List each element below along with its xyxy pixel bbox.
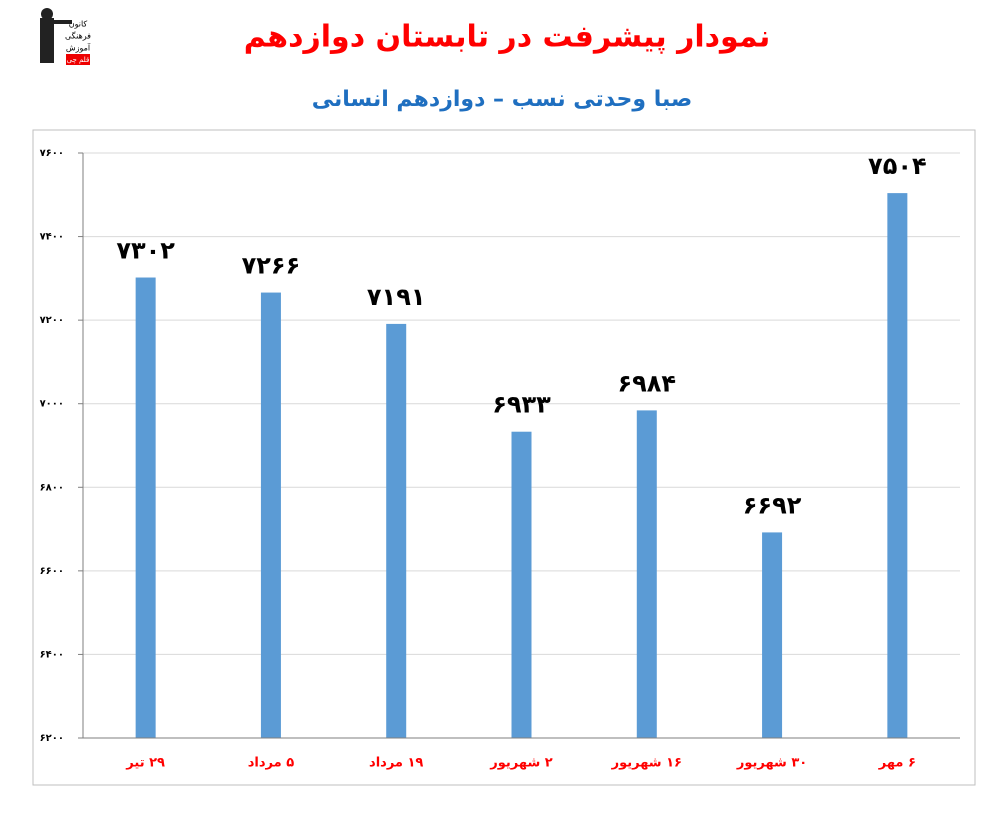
y-tick-label: ۷۶۰۰ xyxy=(40,148,64,159)
bar xyxy=(887,193,908,739)
logo: کانون فرهنگی آموزش قلم چی xyxy=(40,8,91,65)
logo-head xyxy=(41,8,53,20)
chart-subtitle: صبا وحدتی نسب – دوازدهم انسانی xyxy=(312,87,692,112)
y-tick-label: ۷۰۰۰ xyxy=(40,399,64,410)
chart-title: نمودار پیشرفت در تابستان دوازدهم xyxy=(244,20,770,55)
bar xyxy=(636,410,657,738)
data-label: ۶۶۹۲ xyxy=(743,491,802,519)
x-tick-label: ۶ مهر xyxy=(878,756,916,771)
bar xyxy=(762,532,783,738)
x-tick-label: ۱۹ مرداد xyxy=(369,756,423,771)
y-tick-label: ۷۲۰۰ xyxy=(40,315,64,326)
x-tick-label: ۳۰ شهریور xyxy=(736,756,807,771)
data-label: ۷۳۰۲ xyxy=(116,237,175,265)
y-tick-label: ۷۴۰۰ xyxy=(40,232,64,243)
data-label: ۶۹۳۳ xyxy=(492,391,551,419)
y-tick-label: ۶۴۰۰ xyxy=(40,649,64,660)
bar xyxy=(386,323,407,738)
logo-figure xyxy=(40,18,54,63)
logo-text: کانون xyxy=(69,20,88,29)
data-label: ۷۱۹۱ xyxy=(367,283,426,311)
logo-badge xyxy=(66,54,90,65)
data-label: ۶۹۸۴ xyxy=(617,369,676,397)
x-tick-label: ۵ مرداد xyxy=(248,756,294,771)
data-label: ۷۵۰۴ xyxy=(868,152,927,180)
bar xyxy=(260,292,281,738)
y-tick-label: ۶۲۰۰ xyxy=(40,733,64,744)
x-tick-label: ۱۶ شهریور xyxy=(611,756,682,771)
bar xyxy=(511,431,532,738)
chart-border xyxy=(32,129,976,786)
x-tick-label: ۲ شهریور xyxy=(489,756,553,771)
logo-text: آموزش xyxy=(66,43,91,53)
logo-text: فرهنگی xyxy=(65,31,91,41)
logo-arm xyxy=(54,20,72,24)
y-tick-label: ۶۶۰۰ xyxy=(40,566,64,577)
x-tick-label: ۲۹ تیر xyxy=(125,756,165,771)
bar xyxy=(135,277,156,738)
y-tick-label: ۶۸۰۰ xyxy=(40,482,64,493)
data-label: ۷۲۶۶ xyxy=(242,252,301,280)
logo-text: قلم چی xyxy=(67,56,90,64)
